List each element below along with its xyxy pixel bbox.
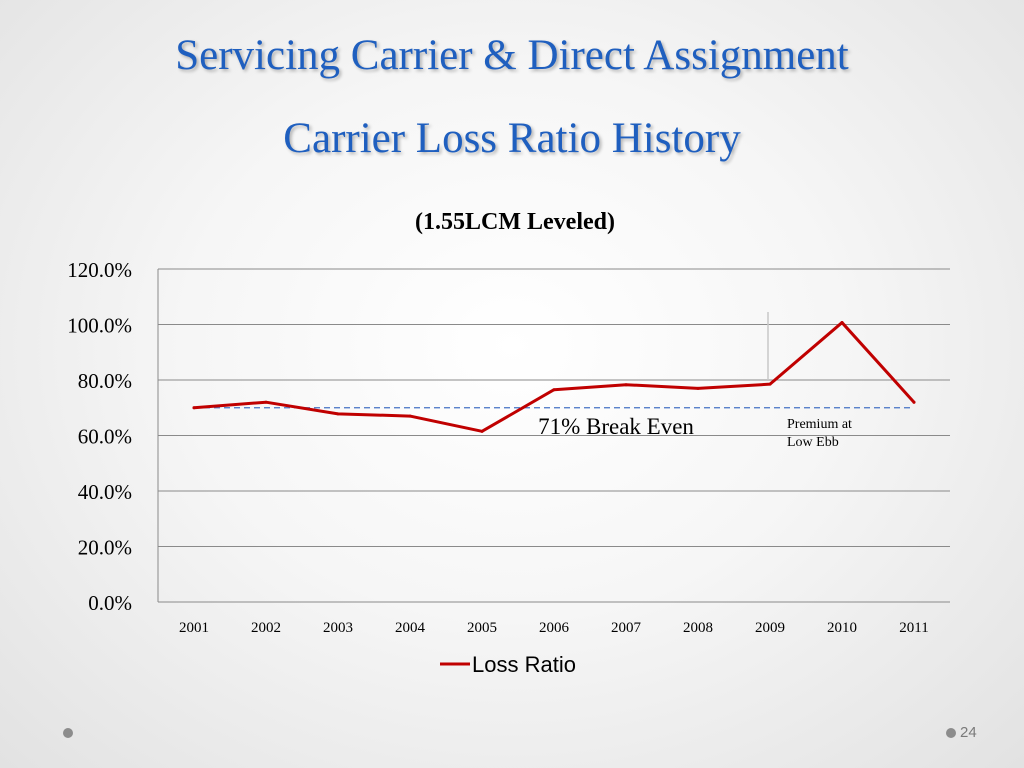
y-tick-label: 100.0% [67,314,132,338]
data-point [912,400,916,404]
data-point [840,321,844,325]
x-tick-label: 2001 [179,620,209,636]
x-tick-label: 2004 [395,620,426,636]
x-tick-label: 2006 [539,620,570,636]
legend-label: Loss Ratio [472,652,576,677]
y-tick-label: 0.0% [88,591,132,615]
data-point [336,412,340,416]
break-even-label: 71% Break Even [538,414,694,439]
page-number: 24 [960,724,977,741]
legend: Loss Ratio [440,652,576,677]
data-point [768,382,772,386]
y-tick-label: 60.0% [78,425,132,449]
y-axis-ticks: 0.0% 20.0% 40.0% 60.0% 80.0% 100.0% 120.0% [67,258,132,615]
gridlines [157,268,950,603]
data-point [552,388,556,392]
x-tick-label: 2011 [899,620,928,636]
annotation-text-line1: Premium at [787,417,852,432]
break-even-group: 71% Break Even [194,407,914,439]
data-point [480,429,484,433]
y-tick-label: 80.0% [78,369,132,393]
data-point [192,406,196,410]
chart-title: (1.55LCM Leveled) [415,209,615,235]
data-point [408,414,412,418]
x-axis-ticks: 2001 2002 2003 2004 2005 2006 2007 2008 2009 2010… [179,620,929,636]
x-tick-label: 2010 [827,620,857,636]
footer-dot-right [946,728,956,738]
y-tick-label: 20.0% [78,536,132,560]
slide-title: Servicing Carrier & Direct Assignment [175,32,849,79]
data-point [264,400,268,404]
x-tick-label: 2008 [683,620,713,636]
data-point [624,383,628,387]
x-tick-label: 2003 [323,620,353,636]
x-tick-label: 2009 [755,620,785,636]
x-tick-label: 2007 [611,620,642,636]
data-point [696,386,700,390]
x-tick-label: 2002 [251,620,281,636]
y-tick-label: 120.0% [67,258,132,282]
annotation-group: Premium at Low Ebb [767,312,852,450]
y-tick-label: 40.0% [78,480,132,504]
footer-dot-left [63,728,73,738]
annotation-text-line2: Low Ebb [787,435,839,450]
x-tick-label: 2005 [467,620,497,636]
slide-subtitle: Carrier Loss Ratio History [283,115,741,162]
series-group [192,321,916,433]
